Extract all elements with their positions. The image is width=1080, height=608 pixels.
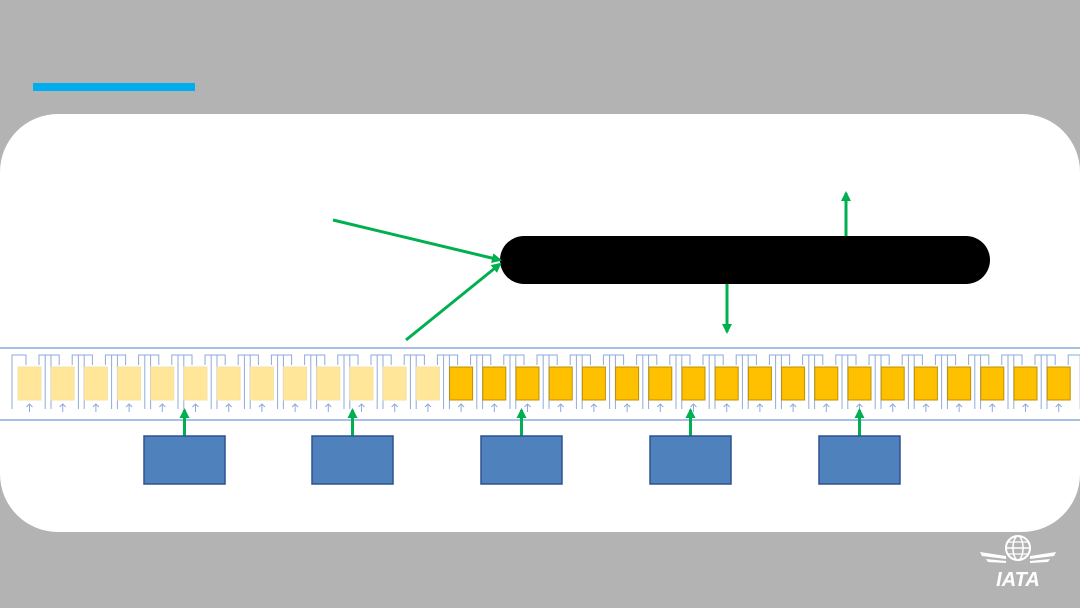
conveyor-cell-arrow <box>822 403 830 412</box>
conveyor-track <box>0 347 1080 421</box>
conveyor-cell-dark <box>880 366 905 401</box>
input-box <box>480 435 563 485</box>
conveyor-cell-dark <box>747 366 772 401</box>
conveyor-cell-arrow <box>424 403 432 412</box>
conveyor-cell-dark <box>681 366 706 401</box>
conveyor-cell-dark <box>847 366 872 401</box>
conveyor-cell-arrow <box>158 403 166 412</box>
conveyor-cell-arrow <box>324 403 332 412</box>
conveyor-cell-dark <box>1046 366 1071 401</box>
conveyor-cell-arrow <box>789 403 797 412</box>
input-box <box>649 435 732 485</box>
diagram-panel <box>0 114 1080 532</box>
conveyor-cell-dark <box>814 366 839 401</box>
conveyor-cell-arrow <box>656 403 664 412</box>
conveyor-cell-arrow <box>125 403 133 412</box>
conveyor-cell-arrow <box>490 403 498 412</box>
diagram-canvas <box>0 191 1080 485</box>
conveyor-cell-arrow <box>26 403 33 412</box>
conveyor-cell-dark <box>548 366 573 401</box>
conveyor-cell-light <box>216 366 241 401</box>
conveyor-link <box>1040 354 1080 409</box>
input-boxes <box>143 408 901 485</box>
arrow-into-pill-upper <box>332 218 502 263</box>
conveyor-cell-arrow <box>1055 403 1063 412</box>
input-box <box>143 435 226 485</box>
conveyor-cell-arrow <box>524 403 531 412</box>
iata-logo-text: IATA <box>996 569 1040 590</box>
conveyor-cell-dark <box>1013 366 1038 401</box>
conveyor-cell-arrow <box>225 403 233 412</box>
conveyor-cell-dark <box>947 366 972 401</box>
conveyor-cell-light <box>283 366 308 401</box>
central-pill <box>500 236 990 284</box>
conveyor-cell-arrow <box>955 403 963 412</box>
conveyor-cell-arrow <box>258 403 266 412</box>
conveyor-cell-light <box>83 366 108 401</box>
conveyor-cell-light <box>316 366 341 401</box>
conveyor-cell-dark <box>449 366 474 401</box>
conveyor-cell-arrow <box>756 403 764 412</box>
conveyor-cell-arrow <box>590 403 598 412</box>
conveyor-cell-dark <box>581 366 606 401</box>
conveyor-cell-dark <box>515 366 540 401</box>
conveyor-cell-arrow <box>723 403 731 412</box>
conveyor-cell-dark <box>913 366 938 401</box>
title-accent-bar <box>33 83 195 91</box>
conveyor-cell-arrow <box>557 403 565 412</box>
input-box <box>818 435 901 485</box>
conveyor-cell-arrow <box>889 403 897 412</box>
conveyor-cell-dark <box>980 366 1005 401</box>
conveyor-cell-arrow <box>1022 403 1029 412</box>
conveyor-cell-light <box>17 366 42 401</box>
conveyor-cell-arrow <box>457 403 465 412</box>
conveyor-cell-light <box>415 366 440 401</box>
conveyor-cell-dark <box>615 366 640 401</box>
conveyor-cell-light <box>117 366 142 401</box>
conveyor-cell-light <box>249 366 274 401</box>
conveyor-cell-light <box>349 366 374 401</box>
conveyor-cell-arrow <box>391 403 399 412</box>
conveyor-cell-dark <box>482 366 507 401</box>
input-box <box>311 435 394 485</box>
conveyor-cell-arrow <box>358 403 365 412</box>
conveyor-cell-arrow <box>192 403 199 412</box>
arrow-into-pill-lower <box>405 262 502 342</box>
conveyor-cell-arrow <box>922 403 930 412</box>
globe-wings-icon <box>980 535 1056 563</box>
conveyor-cell-dark <box>714 366 739 401</box>
conveyor-cell-arrow <box>623 403 631 412</box>
conveyor-cell-light <box>183 366 208 401</box>
conveyor-cell-arrow <box>988 403 996 412</box>
conveyor-cells <box>11 354 1080 412</box>
iata-logo: IATA <box>980 535 1056 590</box>
conveyor-cell-arrow <box>291 403 299 412</box>
conveyor-cell-light <box>150 366 175 401</box>
conveyor-cell-dark <box>648 366 673 401</box>
conveyor-cell-arrow <box>92 403 100 412</box>
conveyor-cell-light <box>50 366 75 401</box>
conveyor-cell-dark <box>781 366 806 401</box>
conveyor-cell-arrow <box>59 403 67 412</box>
conveyor-cell-light <box>382 366 407 401</box>
